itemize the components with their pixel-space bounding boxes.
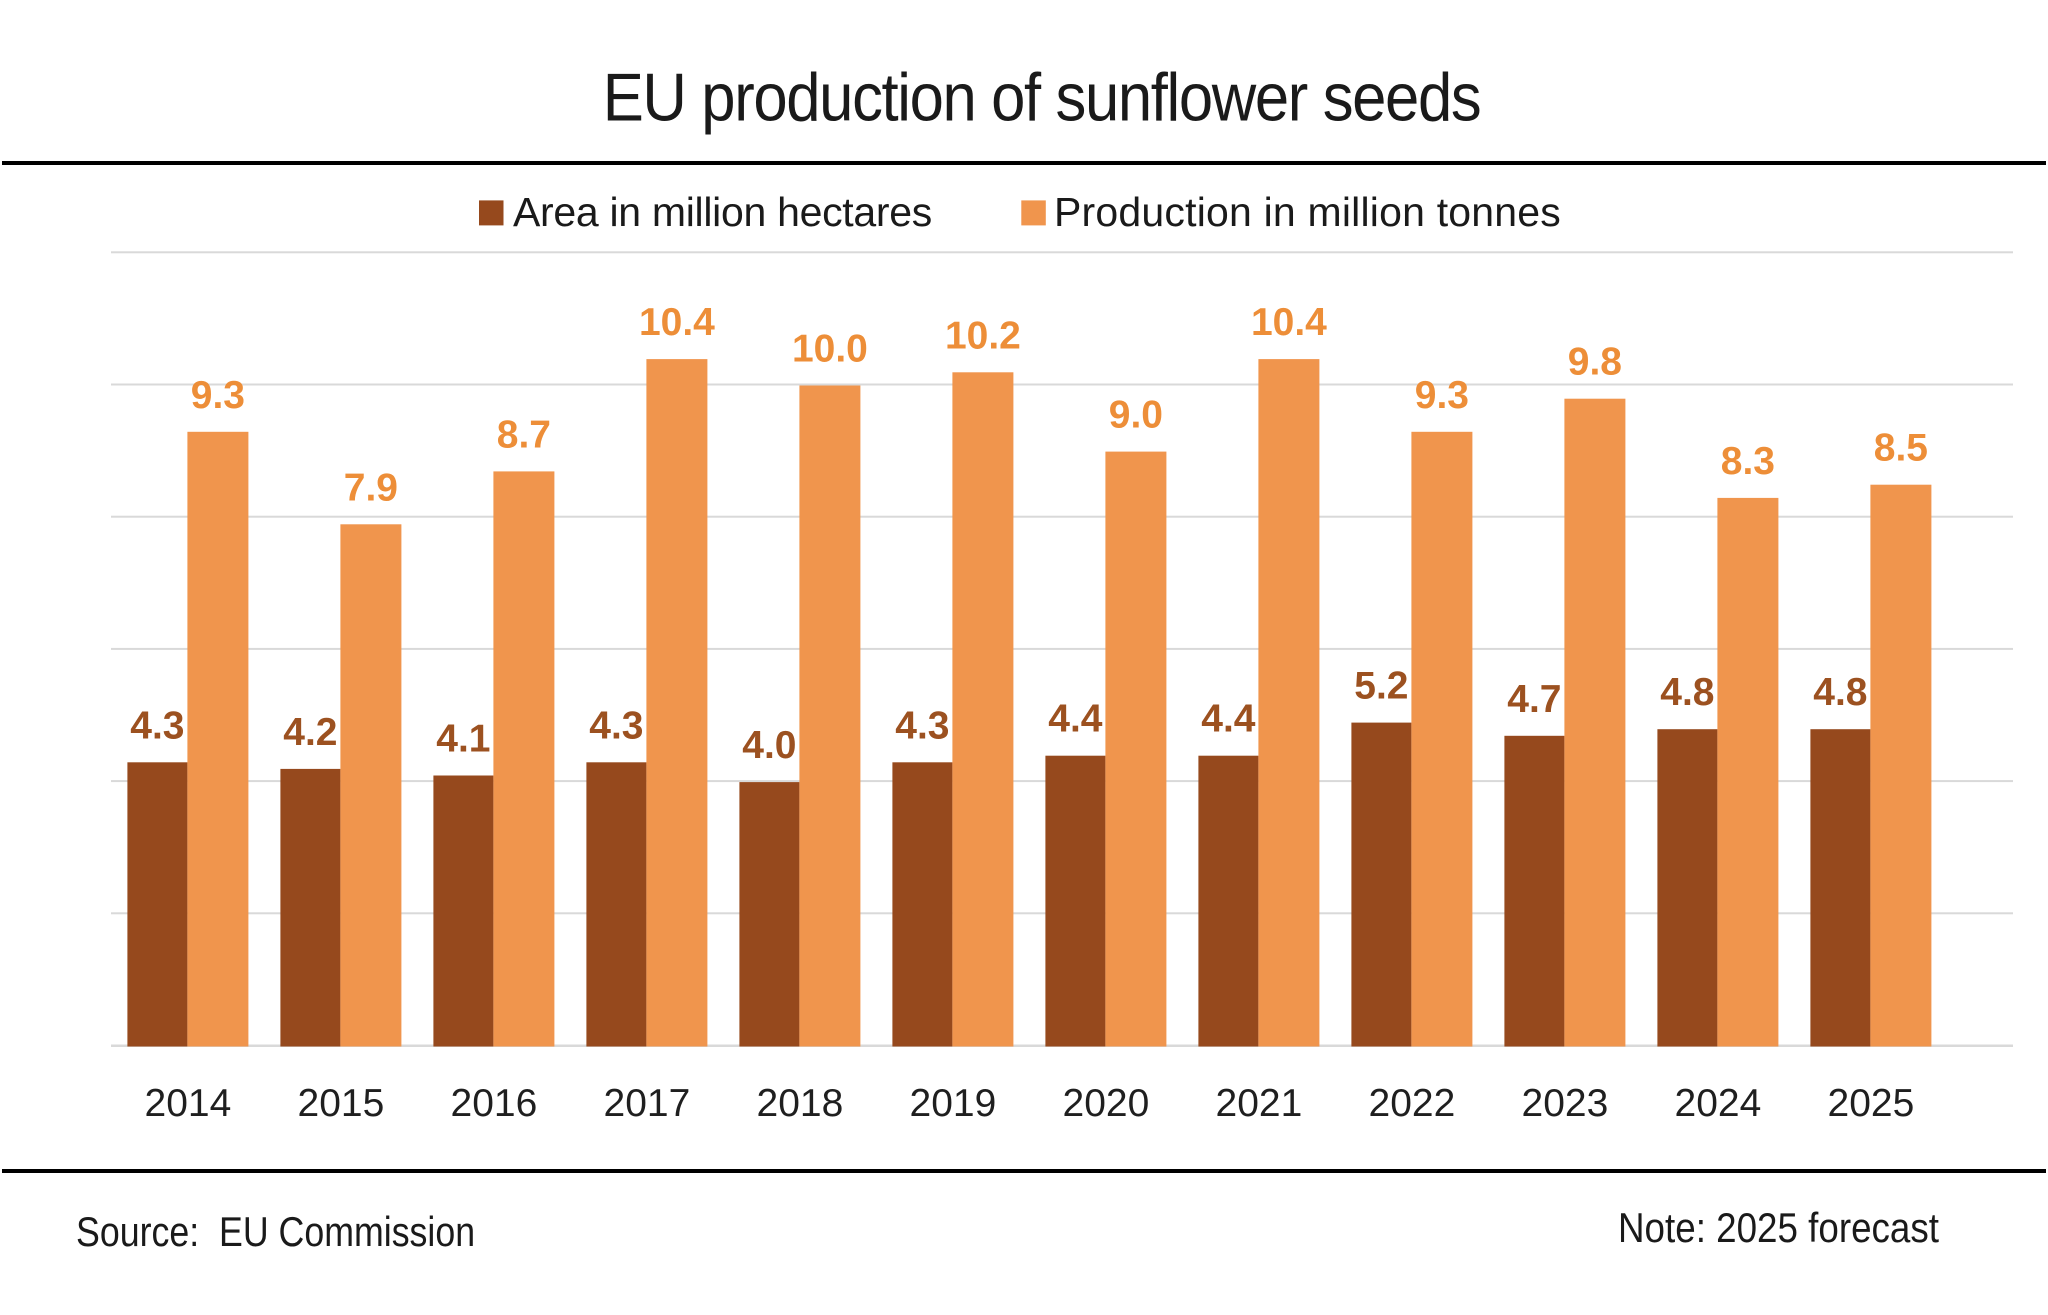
svg-text:9.3: 9.3: [191, 374, 245, 417]
svg-text:2016: 2016: [451, 1082, 538, 1125]
svg-text:4.3: 4.3: [130, 704, 184, 747]
svg-text:2023: 2023: [1522, 1082, 1609, 1125]
svg-text:4.0: 4.0: [742, 724, 796, 767]
svg-text:4.3: 4.3: [895, 704, 949, 747]
svg-text:9.3: 9.3: [1415, 374, 1469, 417]
svg-text:4.8: 4.8: [1813, 671, 1867, 714]
svg-text:8.3: 8.3: [1721, 440, 1775, 483]
svg-text:10.4: 10.4: [1251, 301, 1327, 344]
svg-text:2015: 2015: [298, 1082, 385, 1125]
svg-text:10.4: 10.4: [639, 301, 715, 344]
svg-text:2022: 2022: [1369, 1082, 1456, 1125]
svg-text:Production in million tonnes: Production in million tonnes: [1054, 189, 1561, 235]
svg-text:5.2: 5.2: [1354, 665, 1408, 708]
svg-text:10.2: 10.2: [945, 314, 1021, 357]
svg-text:Area in million hectares: Area in million hectares: [513, 189, 932, 235]
svg-text:8.7: 8.7: [497, 413, 551, 456]
svg-text:4.4: 4.4: [1048, 698, 1103, 741]
svg-text:2024: 2024: [1675, 1082, 1762, 1125]
svg-text:4.7: 4.7: [1507, 678, 1561, 721]
svg-text:4.2: 4.2: [283, 711, 337, 754]
svg-text:4.4: 4.4: [1201, 698, 1256, 741]
svg-text:2019: 2019: [910, 1082, 997, 1125]
svg-text:9.0: 9.0: [1109, 394, 1163, 437]
svg-text:4.1: 4.1: [436, 718, 490, 761]
svg-text:2020: 2020: [1063, 1082, 1150, 1125]
svg-text:2018: 2018: [757, 1082, 844, 1125]
svg-text:2014: 2014: [145, 1082, 232, 1125]
svg-text:2021: 2021: [1216, 1082, 1303, 1125]
svg-text:10.0: 10.0: [792, 328, 868, 371]
svg-text:Source: EU Commission: Source: EU Commission: [76, 1209, 475, 1255]
svg-text:8.5: 8.5: [1874, 427, 1928, 470]
svg-text:2025: 2025: [1828, 1082, 1915, 1125]
svg-text:Note: 2025 forecast: Note: 2025 forecast: [1618, 1205, 1939, 1252]
svg-text:4.8: 4.8: [1660, 671, 1714, 714]
svg-text:4.3: 4.3: [589, 704, 643, 747]
svg-text:EU production of sunflower see: EU production of sunflower seeds: [603, 59, 1481, 136]
svg-text:2017: 2017: [604, 1082, 691, 1125]
svg-text:7.9: 7.9: [344, 466, 398, 509]
svg-text:9.8: 9.8: [1568, 341, 1622, 384]
